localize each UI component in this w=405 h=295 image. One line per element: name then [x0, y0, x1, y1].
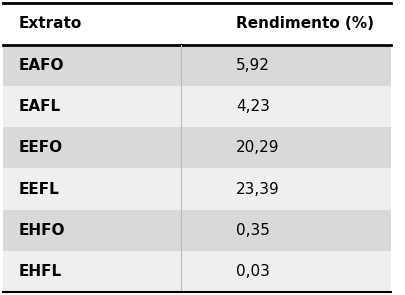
- Text: EEFL: EEFL: [18, 182, 59, 196]
- FancyBboxPatch shape: [3, 251, 390, 292]
- FancyBboxPatch shape: [3, 86, 390, 127]
- Text: EEFO: EEFO: [18, 140, 62, 155]
- FancyBboxPatch shape: [3, 45, 390, 86]
- Text: EHFO: EHFO: [18, 223, 65, 238]
- Text: 23,39: 23,39: [235, 182, 279, 196]
- Text: 20,29: 20,29: [235, 140, 279, 155]
- Text: 5,92: 5,92: [235, 58, 269, 73]
- FancyBboxPatch shape: [3, 210, 390, 251]
- Text: Rendimento (%): Rendimento (%): [235, 16, 373, 31]
- FancyBboxPatch shape: [3, 3, 390, 45]
- Text: EAFL: EAFL: [18, 99, 60, 114]
- Text: Extrato: Extrato: [18, 16, 81, 31]
- Text: 0,03: 0,03: [235, 264, 269, 279]
- Text: 0,35: 0,35: [235, 223, 269, 238]
- FancyBboxPatch shape: [3, 168, 390, 210]
- Text: EHFL: EHFL: [18, 264, 61, 279]
- FancyBboxPatch shape: [3, 127, 390, 168]
- Text: 4,23: 4,23: [235, 99, 269, 114]
- Text: EAFO: EAFO: [18, 58, 64, 73]
